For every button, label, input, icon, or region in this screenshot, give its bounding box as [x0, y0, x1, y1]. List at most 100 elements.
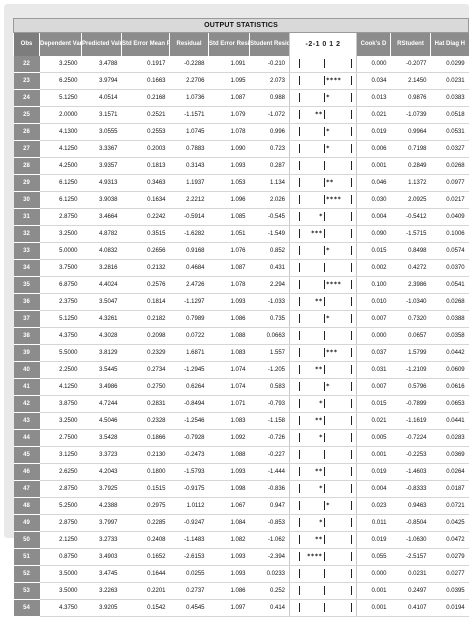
rstudent-cell: 0.4107: [390, 599, 431, 617]
hat-diag-cell: 0.0977: [430, 174, 469, 192]
plot-guide-line: [299, 535, 300, 544]
obs-cell: 36: [13, 293, 40, 311]
std-error-cell: 0.3515: [121, 225, 170, 243]
residual-stars: **: [315, 111, 323, 118]
residual-plot-cell: ****: [289, 276, 357, 294]
plot-guide-line: [299, 399, 300, 408]
obs-cell: 25: [13, 106, 40, 124]
std-error-cell: 0.2182: [121, 310, 170, 328]
std-error-residual-cell: 1.078: [208, 276, 250, 294]
rstudent-cell: -2.5157: [390, 548, 431, 566]
std-error-cell: 0.1515: [121, 480, 170, 498]
residual-cell: 0.4545: [169, 599, 209, 617]
dependent-cell: 3.5000: [39, 565, 82, 583]
residual-plot-cell: ****: [289, 548, 357, 566]
plot-guide-line: [351, 348, 352, 357]
table-row: 34 3.7500 3.2816 0.2132 0.4684 1.087 0.431 0.00…: [13, 259, 469, 277]
table-row: 40 2.2500 3.5445 0.2734 -1.2945 1.074 -1.205 **…: [13, 361, 469, 379]
rstudent-cell: -0.7224: [390, 429, 431, 447]
residual-cell: -1.1571: [169, 106, 209, 124]
std-error-cell: 0.1814: [121, 293, 170, 311]
plot-guide-line: [324, 535, 325, 544]
residual-cell: 1.6871: [169, 344, 209, 362]
dependent-cell: 4.2500: [39, 157, 82, 175]
student-residual-cell: 2.294: [249, 276, 290, 294]
predicted-cell: 3.4664: [81, 208, 122, 226]
residual-plot-cell: **: [289, 361, 357, 379]
cooks-d-cell: 0.023: [356, 497, 391, 515]
std-error-residual-cell: 1.074: [208, 361, 250, 379]
plot-guide-line: [324, 314, 325, 323]
residual-stars: *: [326, 383, 330, 390]
dependent-cell: 4.3750: [39, 327, 82, 345]
hat-diag-cell: 0.0541: [430, 276, 469, 294]
residual-stars: **: [315, 468, 323, 475]
std-error-cell: 0.2750: [121, 378, 170, 396]
student-residual-cell: -1.158: [249, 412, 290, 430]
plot-guide-line: [351, 603, 352, 612]
plot-guide-line: [324, 399, 325, 408]
residual-plot-cell: [289, 259, 357, 277]
hat-diag-cell: 0.0264: [430, 463, 469, 481]
table-row: 26 4.1300 3.0555 0.2553 1.0745 1.078 0.996 * 0.0…: [13, 123, 469, 141]
hat-diag-cell: 0.0472: [430, 531, 469, 549]
table-row: 44 2.7500 3.5428 0.1866 -0.7928 1.092 -0.726 * 0…: [13, 429, 469, 447]
std-error-residual-cell: 1.076: [208, 242, 250, 260]
plot-guide-line: [299, 586, 300, 595]
header-dependent-variable: Dependent Variable: [39, 32, 82, 56]
cooks-d-cell: 0.011: [356, 514, 391, 532]
hat-diag-cell: 0.0395: [430, 582, 469, 600]
dependent-cell: 4.3750: [39, 599, 82, 617]
predicted-cell: 3.2263: [81, 582, 122, 600]
residual-stars: *: [319, 519, 323, 526]
student-residual-cell: 0.996: [249, 123, 290, 141]
plot-guide-line: [299, 484, 300, 493]
student-residual-cell: 0.414: [249, 599, 290, 617]
std-error-residual-cell: 1.071: [208, 395, 250, 413]
rstudent-cell: -0.8333: [390, 480, 431, 498]
std-error-residual-cell: 1.082: [208, 531, 250, 549]
residual-plot-cell: **: [289, 293, 357, 311]
cooks-d-cell: 0.019: [356, 463, 391, 481]
residual-stars: *: [326, 145, 330, 152]
cooks-d-cell: 0.001: [356, 157, 391, 175]
table-row: 50 2.1250 3.2733 0.2408 -1.1483 1.082 -1.062 **…: [13, 531, 469, 549]
std-error-residual-cell: 1.090: [208, 140, 250, 158]
plot-guide-line: [351, 569, 352, 578]
predicted-cell: 3.4903: [81, 548, 122, 566]
student-residual-cell: 2.073: [249, 72, 290, 90]
std-error-cell: 0.1917: [121, 56, 170, 73]
residual-cell: 0.7883: [169, 140, 209, 158]
residual-cell: -1.1297: [169, 293, 209, 311]
residual-stars: **: [315, 298, 323, 305]
predicted-cell: 3.5428: [81, 429, 122, 447]
dependent-cell: 6.8750: [39, 276, 82, 294]
residual-cell: 2.2706: [169, 72, 209, 90]
hat-diag-cell: 0.0231: [430, 72, 469, 90]
residual-plot-cell: [289, 446, 357, 464]
student-residual-cell: 0.431: [249, 259, 290, 277]
residual-cell: 0.3143: [169, 157, 209, 175]
hat-diag-cell: 0.0383: [430, 89, 469, 107]
obs-cell: 41: [13, 378, 40, 396]
student-residual-cell: 0.988: [249, 89, 290, 107]
obs-cell: 54: [13, 599, 40, 617]
obs-cell: 22: [13, 56, 40, 73]
plot-guide-line: [299, 161, 300, 170]
plot-guide-line: [351, 518, 352, 527]
residual-plot-cell: *: [289, 378, 357, 396]
plot-guide-line: [299, 93, 300, 102]
hat-diag-cell: 0.0616: [430, 378, 469, 396]
std-error-cell: 0.2656: [121, 242, 170, 260]
table-row: 47 2.8750 3.7925 0.1515 -0.9175 1.098 -0.836 * 0…: [13, 480, 469, 498]
std-error-residual-cell: 1.088: [208, 446, 250, 464]
student-residual-cell: 1.134: [249, 174, 290, 192]
dependent-cell: 3.2500: [39, 225, 82, 243]
obs-cell: 29: [13, 174, 40, 192]
residual-cell: 1.1937: [169, 174, 209, 192]
std-error-residual-cell: 1.087: [208, 259, 250, 277]
residual-plot-cell: **: [289, 463, 357, 481]
cooks-d-cell: 0.031: [356, 361, 391, 379]
std-error-cell: 0.2553: [121, 123, 170, 141]
predicted-cell: 3.1571: [81, 106, 122, 124]
